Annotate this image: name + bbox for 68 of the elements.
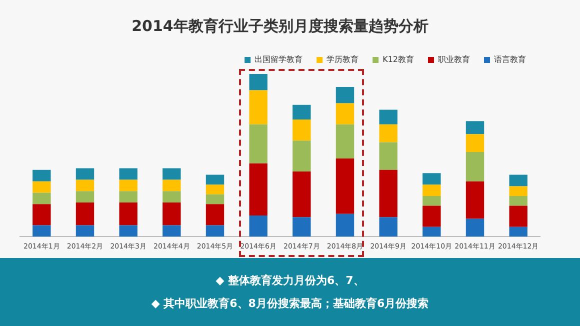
bar — [249, 74, 268, 90]
bar — [249, 90, 268, 124]
legend-label: 出国留学教育 — [254, 55, 303, 64]
bar — [119, 180, 138, 192]
legend-label: 职业教育 — [438, 55, 470, 64]
bar — [292, 140, 311, 172]
bar — [32, 204, 51, 226]
bar — [32, 170, 51, 182]
bar — [162, 191, 181, 202]
bar — [162, 168, 181, 180]
bar — [509, 206, 528, 227]
bar — [76, 180, 94, 192]
bar — [466, 218, 484, 237]
bar — [379, 110, 398, 124]
bar — [206, 204, 224, 226]
bar — [466, 134, 484, 152]
legend-label: 学历教育 — [326, 55, 359, 64]
bar — [206, 174, 224, 185]
bar — [422, 226, 441, 237]
bar — [379, 217, 398, 237]
bar — [379, 142, 398, 170]
bar — [119, 202, 138, 226]
legend-label: K12教育 — [382, 55, 414, 64]
chart-title: 2014年教育行业子类别月度搜索量趋势分析 — [132, 16, 428, 35]
bar — [466, 121, 484, 134]
bar — [162, 225, 181, 237]
bar — [336, 124, 354, 159]
bar — [249, 124, 268, 164]
bar — [76, 225, 94, 237]
bar — [422, 196, 441, 206]
bar — [206, 194, 224, 204]
bar — [32, 181, 51, 193]
bar — [466, 152, 484, 182]
bar — [292, 217, 311, 237]
bar — [32, 225, 51, 237]
bar — [76, 202, 94, 226]
bar — [32, 192, 51, 204]
bar — [422, 184, 441, 196]
bar — [422, 206, 441, 227]
bar — [336, 87, 354, 104]
bar — [249, 163, 268, 216]
bar — [249, 215, 268, 237]
bar — [379, 124, 398, 142]
bar — [336, 214, 354, 237]
bar — [422, 173, 441, 185]
text: ◆ 其中职业教育6、8月份搜索最高；基础教育6月份搜索 — [151, 296, 429, 311]
legend-label: 语言教育 — [494, 55, 526, 64]
bar — [206, 184, 224, 194]
bar — [292, 172, 311, 218]
bar — [509, 186, 528, 196]
bar — [509, 226, 528, 237]
bar — [292, 120, 311, 141]
bar — [119, 191, 138, 202]
bar — [162, 202, 181, 226]
text: ◆ 整体教育发力月份为6、7、 — [216, 273, 364, 288]
bar — [509, 196, 528, 206]
bar — [509, 174, 528, 186]
bar — [336, 103, 354, 124]
bar — [162, 180, 181, 192]
bar — [292, 104, 311, 120]
bar — [119, 168, 138, 180]
bar — [76, 191, 94, 202]
bar — [206, 225, 224, 237]
bar — [379, 170, 398, 218]
bar — [119, 225, 138, 237]
bar — [466, 181, 484, 219]
bar — [336, 158, 354, 214]
bar — [76, 168, 94, 180]
